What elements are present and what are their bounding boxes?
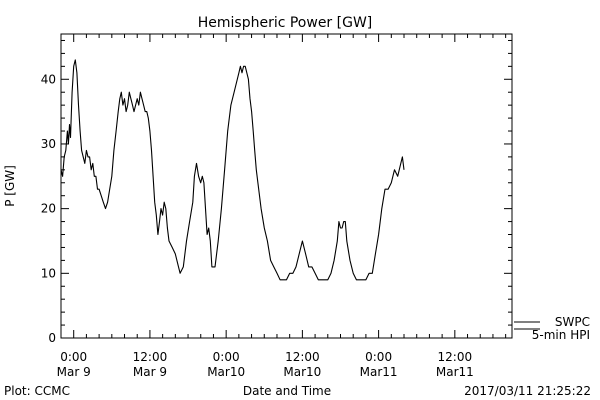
x-tick-label-time: 0:00 [365,350,392,364]
y-tick-label: 30 [41,137,56,151]
plot-credit: Plot: CCMC [4,384,70,398]
plot-frame [60,33,513,339]
x-tick-label-date: Mar 9 [57,365,91,379]
legend-label-swpc: SWPC [555,315,590,329]
y-axis: 0 10 20 30 40 [41,39,512,345]
chart-title: Hemispheric Power [GW] [198,15,373,31]
x-tick-label-date: Mar11 [436,365,474,379]
x-tick-label-date: Mar 9 [133,365,167,379]
x-tick-label-time: 12:00 [285,350,320,364]
y-tick-label: 20 [41,202,56,216]
x-tick-label-time: 12:00 [438,350,473,364]
plot-area-border [60,33,513,339]
series-layer [60,59,405,281]
y-axis-label: P [GW] [3,165,17,207]
hemispheric-power-line [60,59,405,281]
legend: SWPC 5-min HPI [514,315,590,342]
y-tick-label: 10 [41,266,56,280]
y-tick-label: 0 [48,331,56,345]
x-axis-label: Date and Time [243,384,331,398]
y-tick-label: 40 [41,72,56,86]
plot-timestamp: 2017/03/11 21:25:22 [464,384,591,398]
legend-label-hpi: 5-min HPI [532,328,590,342]
x-tick-label-date: Mar11 [360,365,398,379]
x-tick-label-date: Mar10 [283,365,321,379]
x-tick-label-time: 0:00 [213,350,240,364]
x-tick-label-time: 12:00 [133,350,168,364]
x-tick-label-date: Mar10 [207,365,245,379]
x-tick-label-time: 0:00 [60,350,87,364]
